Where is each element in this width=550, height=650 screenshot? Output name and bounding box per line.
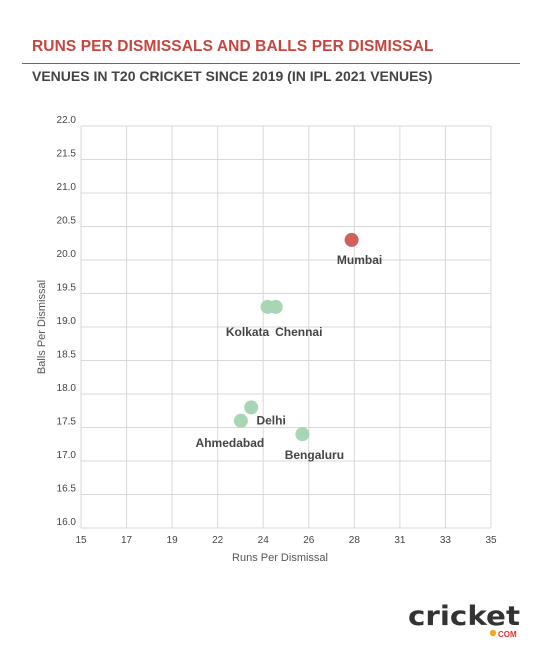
point-label-bengaluru: Bengaluru	[285, 448, 344, 462]
y-tick-label: 20.0	[57, 249, 77, 260]
x-tick-label: 33	[440, 535, 452, 546]
point-ahmedabad	[233, 413, 248, 428]
logo-ball-icon	[489, 629, 497, 637]
point-chennai	[268, 299, 283, 314]
point-mumbai	[344, 232, 359, 247]
y-axis-ticks: 22.0 21.5 21.0 20.5 20.0 19.5 19.0 18.5 18.0 17.5…	[57, 115, 77, 528]
x-tick-label: 22	[212, 535, 224, 546]
point-label-mumbai: Mumbai	[337, 253, 382, 267]
x-tick-label: 26	[303, 535, 315, 546]
scatter-chart: 22.0 21.5 21.0 20.5 20.0 19.5 19.0 18.5 18.0 17.5…	[36, 115, 497, 564]
logo-suffix: COM	[498, 630, 517, 639]
grid-lines	[80, 125, 492, 529]
x-tick-label: 24	[258, 535, 270, 546]
y-tick-label: 21.0	[57, 182, 77, 193]
chart-subtitle: VENUES IN T20 CRICKET SINCE 2019 (IN IPL…	[32, 68, 433, 84]
y-axis-label: Balls Per Dismissal	[36, 280, 48, 374]
y-tick-label: 19.5	[57, 283, 77, 294]
y-tick-label: 16.0	[57, 517, 77, 528]
point-bengaluru	[295, 427, 310, 442]
x-tick-label: 35	[485, 535, 497, 546]
y-tick-label: 18.5	[57, 350, 77, 361]
x-axis-label: Runs Per Dismissal	[232, 552, 328, 564]
y-tick-label: 17.5	[57, 417, 77, 428]
logo-wordmark: cricket	[408, 601, 520, 632]
chart-title: RUNS PER DISMISSALS AND BALLS PER DISMIS…	[32, 38, 434, 55]
x-tick-label: 31	[394, 535, 406, 546]
y-tick-label: 22.0	[57, 115, 77, 126]
point-delhi	[244, 400, 259, 415]
y-tick-label: 16.5	[57, 484, 77, 495]
y-tick-label: 18.0	[57, 383, 77, 394]
x-tick-label: 15	[75, 535, 87, 546]
cricket-logo: cricket COM	[408, 601, 520, 639]
data-points	[233, 232, 359, 442]
y-tick-label: 17.0	[57, 450, 77, 461]
x-tick-label: 19	[167, 535, 179, 546]
y-tick-label: 19.0	[57, 316, 77, 327]
x-tick-label: 17	[121, 535, 133, 546]
data-point-labels: Mumbai Kolkata Chennai Delhi Ahmedabad Bengal…	[196, 253, 383, 462]
title-divider	[22, 63, 520, 64]
y-tick-label: 20.5	[57, 216, 77, 227]
point-label-kolkata: Kolkata	[226, 325, 270, 339]
point-label-delhi: Delhi	[256, 413, 285, 427]
point-label-chennai: Chennai	[275, 325, 322, 339]
point-label-ahmedabad: Ahmedabad	[196, 436, 265, 450]
x-tick-label: 28	[349, 535, 361, 546]
x-axis-ticks: 15 17 19 22 24 26 28 31 33 35	[75, 535, 497, 546]
y-tick-label: 21.5	[57, 149, 77, 160]
